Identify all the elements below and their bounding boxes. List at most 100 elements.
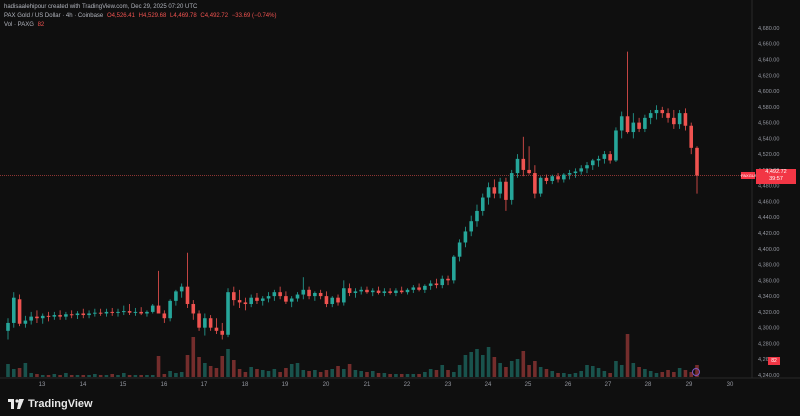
ohlc-legend: PAX Gold / US Dollar · 4h · Coinbase O4,… [4,13,278,19]
candle-body [631,122,636,133]
candle-body [75,313,80,316]
candle-body [139,311,143,314]
candle-body [579,168,583,172]
candle-body [376,290,381,293]
volume-bar [318,372,323,377]
volume-bar [654,373,659,377]
x-tick-label: 26 [565,382,572,388]
x-tick-label: 28 [645,382,652,388]
candle-body [266,296,271,299]
x-tick-label: 23 [445,382,452,388]
y-tick-label: 4,560.00 [758,121,779,127]
candle-body [191,304,196,314]
close-value: C4,492.72 [200,13,229,19]
y-tick-label: 4,580.00 [758,105,779,111]
y-tick-label: 4,520.00 [758,152,779,158]
candle-body [232,292,236,301]
x-tick-label: 13 [39,382,46,388]
candle-body [405,289,410,293]
volume-bar [278,372,282,377]
volume-bar [313,370,317,377]
volume-bar [139,375,143,377]
volume-bar [64,373,68,377]
volume-bar [498,363,502,377]
volume-bar [342,369,346,377]
volume-bar [463,355,468,377]
candle-body [336,297,340,303]
volume-bar [179,372,184,377]
candle-body [40,315,45,319]
volume-bar [162,374,167,377]
volume-bar [23,363,28,377]
candle-body [301,289,306,295]
x-tick-label: 21 [364,382,371,388]
candle-body [64,314,68,317]
candle-body [87,313,91,316]
candle-body [683,113,688,126]
y-tick-label: 4,440.00 [758,215,779,221]
candle-body [353,291,358,293]
volume-bar [515,359,520,377]
x-tick-label: 17 [201,382,208,388]
volume-bar [457,365,462,377]
candle-body [527,169,531,174]
candle-body [434,283,439,286]
candle-body [58,315,62,317]
volume-bar [521,351,526,377]
high-value: H4,529.68 [138,13,167,19]
volume-bar [330,369,335,377]
volume-bar [87,375,91,377]
volume-bar [214,368,219,377]
candle-body [469,221,473,232]
candle-body [307,289,311,297]
volume-bar [197,357,201,377]
volume-bar [423,372,427,377]
y-tick-label: 4,420.00 [758,231,779,237]
candle-body [110,311,115,313]
volume-bar [307,371,311,377]
tradingview-logo-icon [8,399,24,409]
change-value: −33.69 (−0.74%) [231,13,277,19]
last-price-value: 4,492.72 [765,169,787,175]
candle-body [46,315,51,317]
y-tick-label: 4,300.00 [758,326,779,332]
volume-bar [260,370,265,377]
volume-bar [226,349,230,377]
price-axis [752,0,800,416]
tradingview-logo[interactable]: TradingView [8,397,93,411]
candle-body [672,117,676,125]
volume-bar [6,364,10,377]
volume-bar [504,367,508,377]
candle-body [278,292,282,297]
candle-body [666,113,670,118]
volume-bar [631,363,636,377]
candle-body [382,291,387,293]
bar-countdown: 39:57 [769,176,783,182]
volume-bar [538,367,543,377]
candle-body [695,147,699,176]
candle-body [324,296,329,305]
volume-bar [677,368,682,377]
volume-bar [46,375,51,377]
volume-bar [289,364,294,377]
volume-bar [567,374,572,377]
volume-bar [533,361,537,377]
candle-body [127,311,132,313]
volume-label[interactable]: Vol · PAXG [4,22,34,28]
candle-body [313,292,317,297]
volume-bar [249,367,253,377]
volume-bar [480,355,485,377]
candle-body [480,197,485,211]
go-to-realtime-icon[interactable] [692,368,700,376]
candle-body [318,292,323,297]
symbol-name[interactable]: PAX Gold / US Dollar · 4h · Coinbase [4,13,104,19]
volume-bar [666,370,670,377]
candle-body [411,287,416,290]
candle-body [515,158,520,174]
volume-bar [29,373,33,377]
x-tick-label: 24 [485,382,492,388]
volume-bar [145,375,149,377]
candle-body [197,313,201,328]
